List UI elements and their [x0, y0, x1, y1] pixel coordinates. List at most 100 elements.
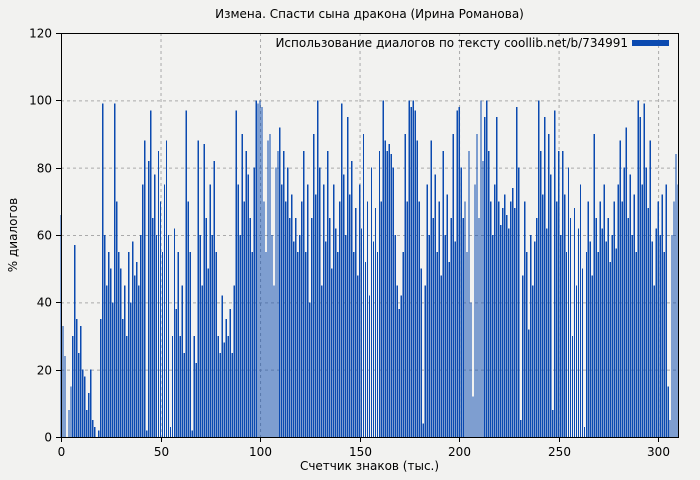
plot-border: [61, 33, 679, 438]
bar: [187, 201, 190, 437]
bar: [70, 386, 72, 437]
bar: [420, 268, 422, 437]
bar: [354, 208, 357, 437]
bar: [605, 241, 608, 437]
bar: [336, 251, 339, 437]
bar: [508, 228, 510, 437]
bar: [424, 285, 426, 437]
bar: [120, 268, 122, 437]
bar: [414, 110, 416, 438]
bar: [462, 218, 464, 437]
bar: [116, 201, 118, 437]
bar: [577, 228, 580, 437]
bar: [241, 134, 243, 437]
bar: [518, 167, 520, 438]
bar: [665, 184, 667, 437]
bar: [340, 103, 343, 437]
bar: [647, 208, 649, 437]
bar: [440, 275, 442, 437]
bar: [356, 275, 359, 437]
bar: [327, 150, 329, 437]
bar: [535, 218, 538, 437]
bar: [593, 134, 596, 437]
bar: [587, 201, 590, 437]
bar: [532, 285, 534, 437]
bar: [231, 352, 233, 437]
bar: [243, 201, 245, 437]
bar: [147, 160, 150, 437]
bar: [657, 201, 659, 437]
bar: [141, 184, 144, 437]
bar: [237, 184, 239, 437]
bar: [553, 110, 556, 438]
bar: [179, 336, 182, 437]
bar: [434, 174, 436, 437]
bar: [139, 235, 142, 437]
bar: [235, 110, 237, 438]
y-tick-label: 100: [29, 94, 52, 108]
y-tick-label: 60: [37, 229, 52, 243]
bar: [637, 100, 639, 437]
bar: [524, 201, 526, 437]
bar: [671, 235, 673, 437]
bar: [484, 117, 486, 438]
bar: [313, 134, 315, 437]
bar: [374, 208, 377, 437]
bar: [346, 117, 349, 438]
bar: [185, 110, 188, 438]
bar: [528, 329, 530, 437]
bar: [161, 251, 164, 437]
bar: [163, 184, 166, 437]
bar: [261, 107, 263, 437]
bar: [446, 194, 448, 437]
bar: [205, 218, 207, 437]
y-tick-label: 0: [44, 431, 52, 445]
bar: [563, 194, 566, 437]
bar: [273, 285, 275, 437]
bar: [673, 201, 675, 437]
bar: [571, 336, 574, 437]
bar: [181, 285, 184, 437]
bar: [641, 184, 643, 437]
bar: [125, 336, 128, 437]
bar: [388, 144, 391, 437]
x-tick-label: 300: [647, 445, 670, 459]
bar: [621, 201, 623, 437]
bar: [90, 369, 92, 437]
bar: [597, 251, 600, 437]
bar: [583, 426, 586, 437]
bar: [460, 167, 462, 438]
bar: [199, 235, 202, 437]
bar: [376, 251, 379, 437]
bar: [442, 150, 444, 437]
bar: [633, 194, 635, 437]
bar: [78, 352, 80, 437]
bar: [651, 241, 653, 437]
bar: [601, 228, 604, 437]
bar: [271, 235, 273, 437]
bar: [450, 218, 452, 437]
bar: [480, 100, 482, 437]
bar: [661, 194, 663, 437]
bar: [319, 167, 321, 438]
bar: [635, 251, 637, 437]
bar: [561, 150, 564, 437]
bar: [510, 201, 512, 437]
bar: [402, 251, 405, 437]
x-tick-label: 200: [448, 445, 471, 459]
bar: [416, 140, 418, 438]
bar: [114, 103, 116, 437]
bar: [123, 285, 126, 437]
bar: [432, 218, 434, 437]
bar: [332, 184, 335, 437]
bar: [404, 134, 407, 437]
bar: [522, 275, 524, 437]
x-tick-label: 150: [349, 445, 372, 459]
bar: [215, 251, 217, 437]
bar: [68, 410, 70, 437]
bar: [428, 235, 430, 437]
tick-labels: 0 50 100 150 200 250 300 0 20 40 60 80 100 120: [29, 27, 670, 460]
bar: [315, 194, 317, 437]
